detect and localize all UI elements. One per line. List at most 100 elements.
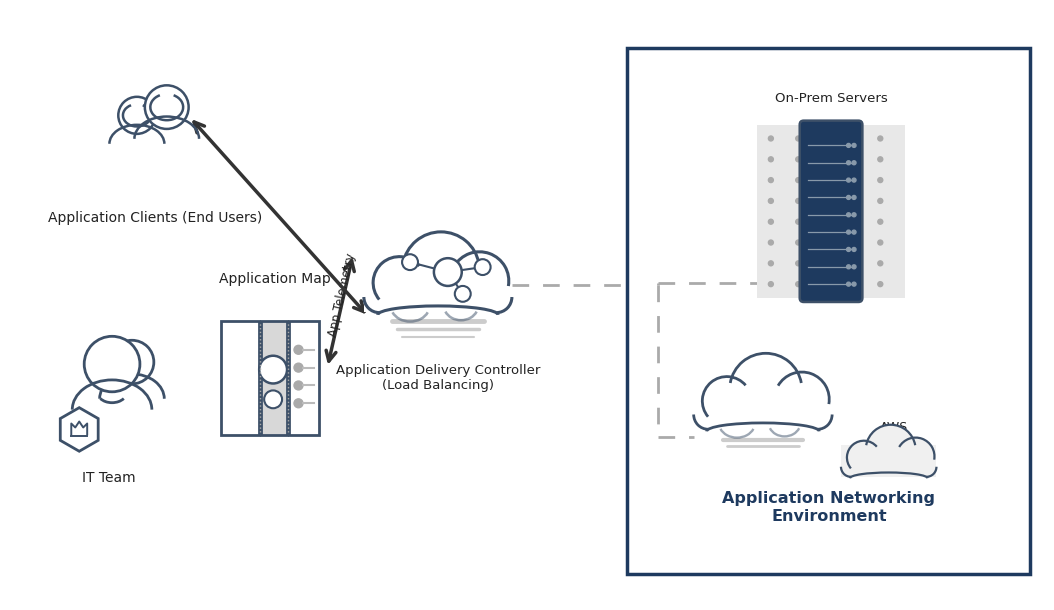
Circle shape <box>846 195 851 199</box>
Circle shape <box>878 282 883 287</box>
Circle shape <box>294 345 302 354</box>
Circle shape <box>846 143 851 148</box>
Circle shape <box>768 240 774 245</box>
Circle shape <box>823 240 828 245</box>
Circle shape <box>84 336 140 392</box>
Circle shape <box>846 265 851 269</box>
Point <box>802 263 815 270</box>
Circle shape <box>851 261 856 266</box>
Point <box>802 246 815 253</box>
Text: App Telemetry: App Telemetry <box>326 251 357 338</box>
Circle shape <box>852 282 856 286</box>
Point <box>847 246 860 253</box>
Bar <box>364 263 512 312</box>
Circle shape <box>852 143 856 148</box>
Circle shape <box>402 254 418 270</box>
Circle shape <box>851 157 856 162</box>
Point <box>717 436 729 443</box>
Circle shape <box>403 232 480 309</box>
Circle shape <box>768 282 774 287</box>
Circle shape <box>852 195 856 199</box>
Circle shape <box>823 198 828 203</box>
Circle shape <box>796 178 801 182</box>
Circle shape <box>852 248 856 251</box>
Circle shape <box>878 240 883 245</box>
Circle shape <box>878 178 883 182</box>
Circle shape <box>796 282 801 287</box>
Circle shape <box>702 376 752 425</box>
Circle shape <box>851 198 856 203</box>
Point <box>802 281 815 288</box>
Circle shape <box>294 363 302 372</box>
Point <box>847 194 860 201</box>
Circle shape <box>823 136 828 141</box>
Circle shape <box>851 219 856 224</box>
Circle shape <box>265 390 282 408</box>
Text: On-Prem Servers: On-Prem Servers <box>775 92 887 105</box>
Circle shape <box>474 259 490 275</box>
Circle shape <box>373 257 426 309</box>
Circle shape <box>768 157 774 162</box>
Point <box>802 194 815 201</box>
Text: Application Delivery Controller
(Load Balancing): Application Delivery Controller (Load Ba… <box>335 364 540 392</box>
Circle shape <box>796 136 801 141</box>
Bar <box>373 272 503 295</box>
Circle shape <box>259 356 287 384</box>
Circle shape <box>823 157 828 162</box>
Circle shape <box>846 248 851 251</box>
Circle shape <box>768 136 774 141</box>
Point <box>847 159 860 167</box>
Circle shape <box>823 219 828 224</box>
Circle shape <box>878 136 883 141</box>
Circle shape <box>729 353 802 425</box>
Point <box>847 281 860 288</box>
Bar <box>702 391 823 412</box>
Point <box>847 229 860 236</box>
Circle shape <box>846 178 851 182</box>
Polygon shape <box>289 321 319 434</box>
Circle shape <box>852 213 856 217</box>
Circle shape <box>294 399 302 407</box>
Circle shape <box>852 230 856 234</box>
Polygon shape <box>60 407 98 451</box>
Circle shape <box>796 219 801 224</box>
Circle shape <box>851 282 856 287</box>
Point <box>395 333 408 340</box>
Circle shape <box>775 372 829 426</box>
Point <box>468 333 481 340</box>
Circle shape <box>878 261 883 266</box>
Circle shape <box>878 157 883 162</box>
Point <box>721 442 734 450</box>
Point <box>802 229 815 236</box>
Text: Azure: Azure <box>736 396 774 409</box>
Circle shape <box>796 198 801 203</box>
Point <box>473 325 486 332</box>
Point <box>802 142 815 149</box>
Circle shape <box>144 85 189 129</box>
Circle shape <box>846 161 851 165</box>
Circle shape <box>897 437 935 475</box>
Circle shape <box>434 258 462 286</box>
Circle shape <box>768 178 774 182</box>
Circle shape <box>768 198 774 203</box>
Circle shape <box>847 440 881 475</box>
Polygon shape <box>260 321 287 434</box>
Circle shape <box>454 286 471 302</box>
Circle shape <box>796 261 801 266</box>
Circle shape <box>878 219 883 224</box>
Point <box>802 176 815 184</box>
Circle shape <box>450 252 509 310</box>
Circle shape <box>768 261 774 266</box>
Point <box>386 317 398 325</box>
Text: Application Clients (End Users): Application Clients (End Users) <box>47 211 262 225</box>
Point <box>802 211 815 218</box>
Circle shape <box>768 219 774 224</box>
FancyBboxPatch shape <box>626 48 1030 574</box>
Circle shape <box>865 425 916 475</box>
Circle shape <box>851 178 856 182</box>
Circle shape <box>852 265 856 269</box>
Circle shape <box>110 340 154 384</box>
Circle shape <box>823 261 828 266</box>
Circle shape <box>294 381 302 390</box>
FancyBboxPatch shape <box>800 121 862 302</box>
